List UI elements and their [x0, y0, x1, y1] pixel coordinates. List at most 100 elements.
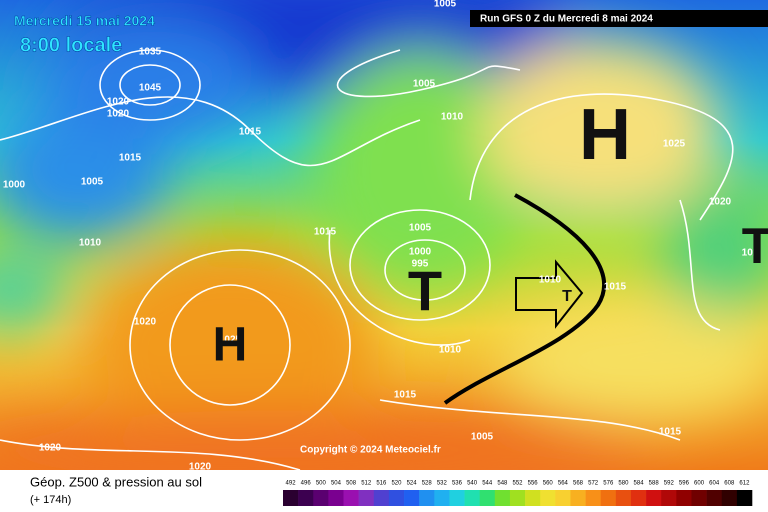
- legend-swatch: [615, 490, 632, 506]
- pressure-center: H: [579, 95, 631, 175]
- legend-label: 512: [361, 481, 372, 487]
- legend-label: 504: [331, 481, 342, 487]
- legend-swatch: [630, 490, 647, 506]
- pressure-center: T: [408, 259, 442, 322]
- legend-swatch: [509, 490, 526, 506]
- pressure-center: H: [213, 319, 248, 372]
- copyright: Copyright © 2024 Meteociel.fr: [300, 445, 441, 456]
- legend-label: 492: [286, 481, 297, 487]
- legend-swatch: [691, 490, 707, 506]
- legend-swatch: [525, 490, 541, 506]
- legend-swatch: [721, 490, 738, 506]
- legend-label: 608: [724, 481, 735, 487]
- legend-swatch: [494, 490, 511, 506]
- isobar-label: 1015: [659, 427, 682, 438]
- isobar-label: 1010: [79, 238, 102, 249]
- isobar-label: 1015: [119, 153, 142, 164]
- isobar-label: 1015: [604, 282, 627, 293]
- legend-label: 592: [664, 481, 675, 487]
- legend-label: 500: [316, 481, 327, 487]
- legend-label: 532: [437, 481, 448, 487]
- trough-line: [443, 193, 606, 405]
- legend-swatch: [313, 490, 329, 506]
- legend-label: 540: [467, 481, 478, 487]
- isobar-label: 1015: [239, 127, 262, 138]
- run-banner: [470, 10, 768, 27]
- footer-lead: (+ 174h): [30, 494, 71, 506]
- legend-swatch: [706, 490, 723, 506]
- isobar-label: 1020: [39, 443, 62, 454]
- time: 8:00 locale: [20, 34, 122, 56]
- legend-swatch: [419, 490, 435, 506]
- legend-swatch: [661, 490, 677, 506]
- legend-label: 552: [512, 481, 523, 487]
- legend-label: 568: [573, 481, 584, 487]
- legend-swatch: [373, 490, 390, 506]
- legend-label: 572: [588, 481, 599, 487]
- legend-swatch: [283, 490, 299, 506]
- legend-swatch: [343, 490, 359, 506]
- legend-swatch: [676, 490, 692, 506]
- legend-label: 580: [618, 481, 629, 487]
- isobar-label: 1005: [81, 177, 104, 188]
- legend-label: 544: [482, 481, 493, 487]
- legend: 492 496 500 504 508 512 516 520 524 528 532 536 540 5…: [283, 481, 753, 506]
- legend-label: 588: [649, 481, 660, 487]
- isobar-label: 1020: [189, 462, 212, 473]
- legend-swatch: [358, 490, 375, 506]
- isobar-label: 1000: [3, 180, 26, 191]
- arrow: [515, 259, 584, 329]
- isobar-label: 1005: [434, 0, 457, 10]
- legend-swatch: [388, 490, 405, 506]
- legend-label: 564: [558, 481, 569, 487]
- isobar-label: 1010: [439, 345, 462, 356]
- legend-label: 596: [679, 481, 690, 487]
- isobar-label: 1005: [409, 223, 432, 234]
- legend-label: 612: [739, 481, 750, 487]
- legend-swatch: [464, 490, 480, 506]
- isobar-label: 1015: [394, 390, 417, 401]
- run-text: Run GFS 0 Z du Mercredi 8 mai 2024: [480, 14, 653, 25]
- legend-label: 584: [634, 481, 645, 487]
- legend-swatch: [585, 490, 602, 506]
- legend-label: 600: [694, 481, 705, 487]
- isobar-label: 1015: [314, 227, 337, 238]
- legend-label: 548: [497, 481, 508, 487]
- legend-swatch: [600, 490, 617, 506]
- legend-swatch: [479, 490, 496, 506]
- isobar-label: 1000: [409, 247, 432, 258]
- legend-label: 520: [391, 481, 402, 487]
- isobar-label: 1025: [663, 139, 686, 150]
- legend-swatch: [298, 490, 314, 506]
- isobar-label: 1045: [139, 83, 162, 94]
- legend-swatch: [328, 490, 344, 506]
- isobar-label: 1005: [413, 79, 436, 90]
- isobar-label: 1020: [107, 109, 130, 120]
- isobar-label: 1020: [134, 317, 157, 328]
- isobar-label: 101: [742, 248, 759, 259]
- pressure-center: T: [562, 288, 572, 305]
- isobar-label: 995: [412, 259, 429, 270]
- isobar-label: 1020: [709, 197, 732, 208]
- legend-label: 516: [376, 481, 387, 487]
- pressure-center: T: [742, 218, 768, 274]
- isobar-label: 1035: [139, 47, 162, 58]
- legend-label: 576: [603, 481, 614, 487]
- isobar-label: 1010: [539, 275, 562, 286]
- legend-swatch: [570, 490, 586, 506]
- legend-swatch: [434, 490, 450, 506]
- map: 1005103510451020102010151010100510151005…: [0, 0, 768, 473]
- legend-label: 496: [301, 481, 312, 487]
- legend-label: 524: [407, 481, 418, 487]
- legend-swatch: [449, 490, 465, 506]
- isobar-label: 1005: [471, 432, 494, 443]
- legend-label: 508: [346, 481, 357, 487]
- footer-title: Géop. Z500 & pression au sol: [30, 474, 202, 489]
- isobar-label: 1025: [219, 335, 242, 346]
- legend-label: 528: [422, 481, 433, 487]
- legend-label: 556: [528, 481, 539, 487]
- isobar-label: 1020: [107, 97, 130, 108]
- legend-label: 604: [709, 481, 720, 487]
- isobar-lines: [0, 49, 734, 470]
